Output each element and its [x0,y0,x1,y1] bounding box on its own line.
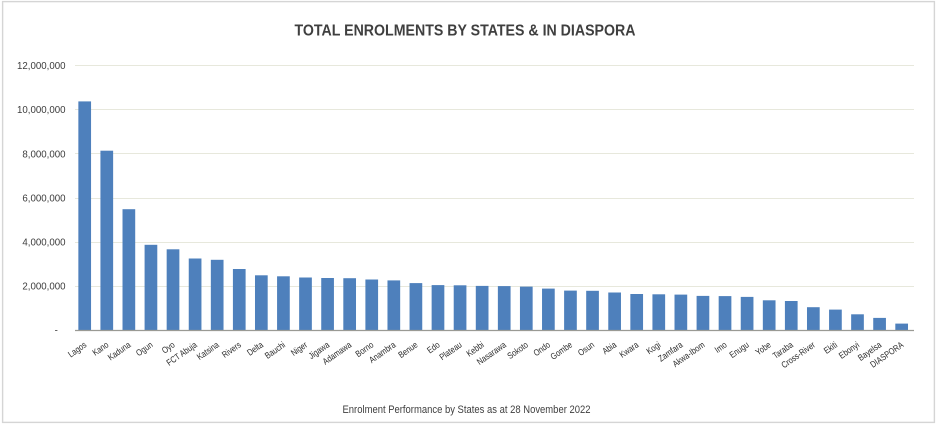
svg-text:12,000,000: 12,000,000 [17,61,66,72]
svg-text:Plateau: Plateau [437,340,463,363]
svg-text:Gombe: Gombe [549,340,575,362]
svg-text:-: - [55,326,58,337]
svg-text:Katsina: Katsina [195,340,221,362]
svg-text:Kwara: Kwara [617,340,640,360]
svg-text:Lagos: Lagos [66,339,89,359]
svg-text:Enugu: Enugu [728,340,751,360]
svg-text:Enrolment Performance by State: Enrolment Performance by States as at 28… [343,404,591,416]
svg-text:Abia: Abia [600,340,618,357]
svg-text:Niger: Niger [289,340,309,358]
svg-text:6,000,000: 6,000,000 [22,193,66,204]
svg-text:Benue: Benue [396,340,419,360]
svg-text:Bauchi: Bauchi [263,340,287,361]
svg-text:Rivers: Rivers [220,339,243,359]
svg-text:Sokoto: Sokoto [505,340,530,361]
svg-text:Osun: Osun [576,340,596,358]
svg-text:10,000,000: 10,000,000 [17,105,66,116]
svg-text:Kaduna: Kaduna [106,340,133,363]
svg-text:TOTAL ENROLMENTS BY STATES & I: TOTAL ENROLMENTS BY STATES & IN DIASPORA [295,23,636,40]
svg-text:Yobe: Yobe [754,340,773,358]
svg-text:2,000,000: 2,000,000 [22,282,66,293]
svg-text:Delta: Delta [245,340,265,358]
svg-text:8,000,000: 8,000,000 [22,149,66,160]
svg-text:4,000,000: 4,000,000 [22,238,66,249]
svg-text:Imo: Imo [713,340,729,355]
svg-text:Ogun: Ogun [134,340,154,359]
